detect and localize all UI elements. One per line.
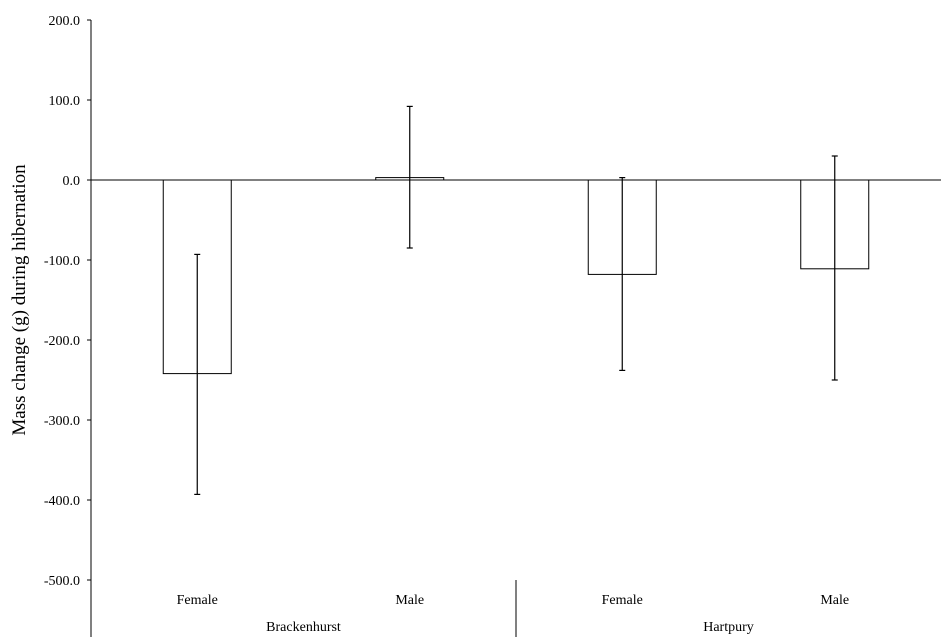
group-label: Brackenhurst (266, 620, 341, 635)
group-label: Hartpury (703, 620, 754, 635)
category-labels: Female Male Female Male (177, 593, 849, 608)
y-tick-label: -500.0 (44, 574, 80, 589)
y-tick-label: 0.0 (63, 174, 81, 189)
bars (162, 177, 870, 375)
category-label: Male (820, 593, 849, 608)
category-label: Male (395, 593, 424, 608)
category-label: Female (602, 593, 643, 608)
y-tick-label: -400.0 (44, 494, 80, 509)
y-tick-label: -200.0 (44, 334, 80, 349)
y-tick-label: -100.0 (44, 254, 80, 269)
y-axis-label: Mass change (g) during hibernation (9, 164, 30, 436)
y-tick-label: 100.0 (49, 94, 81, 109)
y-tick-label: -300.0 (44, 414, 80, 429)
error-bars (194, 105, 838, 495)
category-label: Female (177, 593, 218, 608)
group-labels: Brackenhurst Hartpury (266, 580, 754, 637)
y-axis-ticks: 200.0 100.0 0.0 -100.0 -200.0 -300.0 -400.0 -50… (44, 14, 91, 589)
y-tick-label: 200.0 (49, 14, 81, 29)
